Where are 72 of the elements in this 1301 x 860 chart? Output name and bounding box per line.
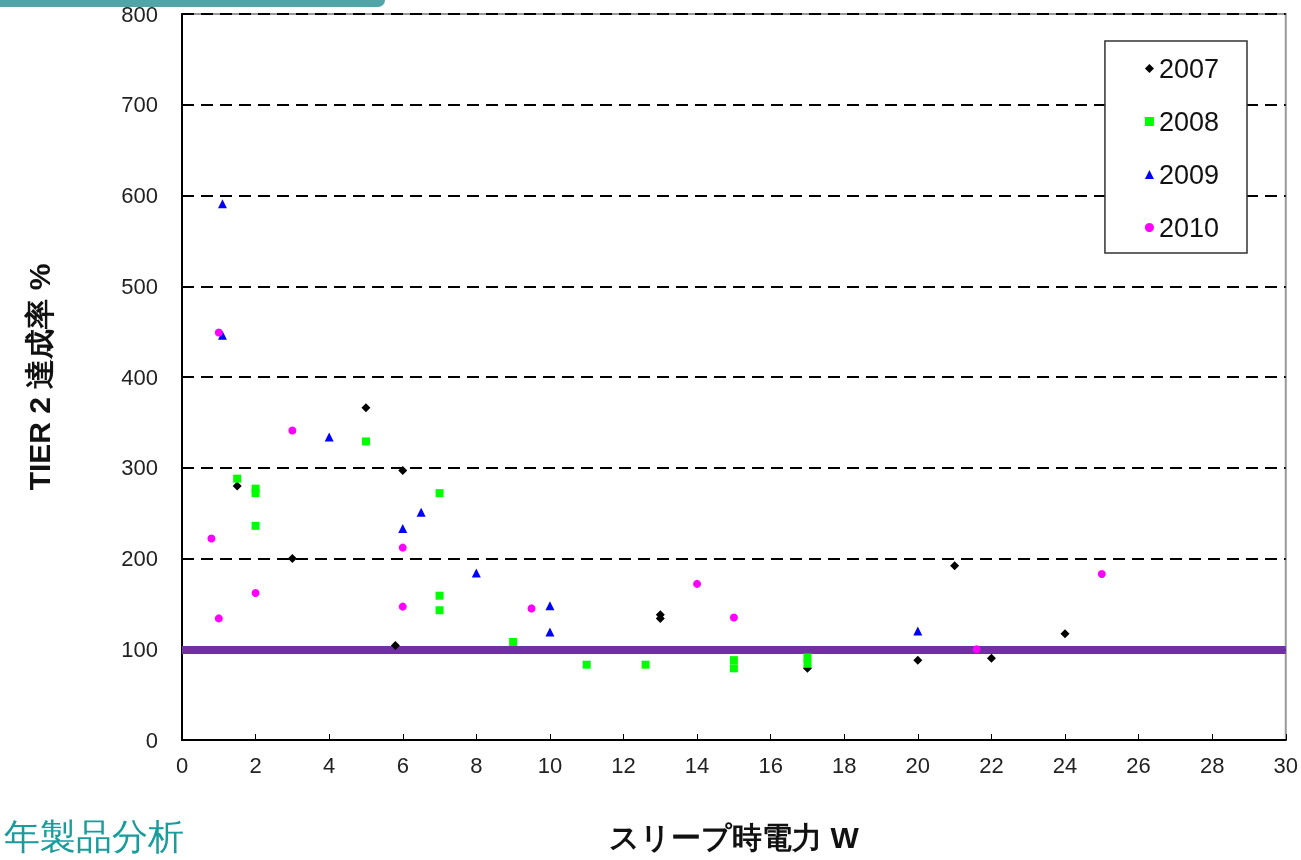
point bbox=[803, 659, 812, 668]
y-tick-label: 100 bbox=[121, 636, 158, 662]
y-tick-label: 0 bbox=[145, 727, 158, 753]
point bbox=[641, 660, 650, 669]
point bbox=[416, 507, 426, 517]
point bbox=[361, 403, 371, 413]
point bbox=[287, 554, 297, 563]
point bbox=[972, 645, 981, 654]
point bbox=[471, 568, 481, 578]
point bbox=[251, 489, 260, 498]
point bbox=[509, 637, 518, 646]
point bbox=[582, 660, 591, 669]
point bbox=[398, 465, 408, 475]
point bbox=[1060, 629, 1070, 639]
y-axis-title: TIER 2 達成率 % bbox=[22, 263, 56, 491]
x-tick-label: 18 bbox=[832, 752, 857, 778]
y-tick-label: 600 bbox=[121, 183, 158, 208]
point bbox=[435, 489, 444, 498]
legend-label: 2009 bbox=[1158, 159, 1220, 190]
point bbox=[288, 426, 297, 435]
x-tick-label: 2 bbox=[249, 752, 262, 778]
point bbox=[545, 627, 555, 637]
x-tick-label: 28 bbox=[1199, 752, 1225, 778]
x-tick-label: 12 bbox=[611, 752, 636, 778]
point bbox=[390, 641, 400, 651]
point bbox=[986, 653, 996, 663]
y-tick-label: 200 bbox=[121, 546, 158, 571]
point bbox=[527, 604, 536, 613]
point bbox=[233, 474, 242, 483]
point bbox=[251, 521, 260, 530]
point bbox=[545, 601, 555, 611]
x-tick-label: 10 bbox=[537, 752, 563, 778]
legend-label: 2007 bbox=[1158, 53, 1220, 84]
point bbox=[232, 481, 242, 491]
x-tick-label: 20 bbox=[905, 752, 931, 778]
x-tick-label: 8 bbox=[470, 752, 483, 778]
x-tick-label: 14 bbox=[684, 752, 710, 778]
point bbox=[214, 328, 223, 337]
y-tick-label: 400 bbox=[121, 364, 158, 390]
point bbox=[913, 655, 923, 665]
y-tick-label: 700 bbox=[121, 92, 158, 118]
x-tick-label: 26 bbox=[1126, 752, 1151, 778]
point bbox=[251, 588, 260, 597]
x-axis-title: スリープ時電力 W bbox=[609, 820, 860, 854]
x-tick-label: 24 bbox=[1052, 752, 1078, 778]
point bbox=[729, 656, 738, 665]
point bbox=[361, 437, 370, 446]
point bbox=[729, 613, 738, 622]
x-tick-label: 30 bbox=[1273, 752, 1299, 778]
point bbox=[398, 602, 407, 611]
x-tick-label: 4 bbox=[323, 752, 336, 778]
point bbox=[435, 606, 444, 615]
point bbox=[950, 561, 960, 571]
point bbox=[214, 614, 223, 623]
point bbox=[435, 591, 444, 600]
point bbox=[729, 664, 738, 673]
point bbox=[913, 626, 923, 636]
legend-label: 2008 bbox=[1158, 106, 1220, 137]
legend-label: 2010 bbox=[1158, 212, 1220, 243]
y-tick-label: 800 bbox=[121, 1, 158, 27]
text: 年製品分析 bbox=[4, 815, 184, 857]
x-tick-label: 22 bbox=[979, 752, 1004, 778]
point bbox=[398, 543, 407, 552]
x-tick-label: 16 bbox=[758, 752, 783, 778]
y-tick-label: 300 bbox=[121, 455, 158, 481]
point bbox=[693, 579, 702, 588]
point bbox=[217, 199, 227, 209]
y-tick-label: 500 bbox=[121, 273, 158, 299]
point bbox=[207, 534, 216, 543]
point bbox=[1097, 569, 1106, 578]
x-tick-label: 0 bbox=[175, 752, 189, 778]
x-tick-label: 6 bbox=[396, 752, 409, 778]
